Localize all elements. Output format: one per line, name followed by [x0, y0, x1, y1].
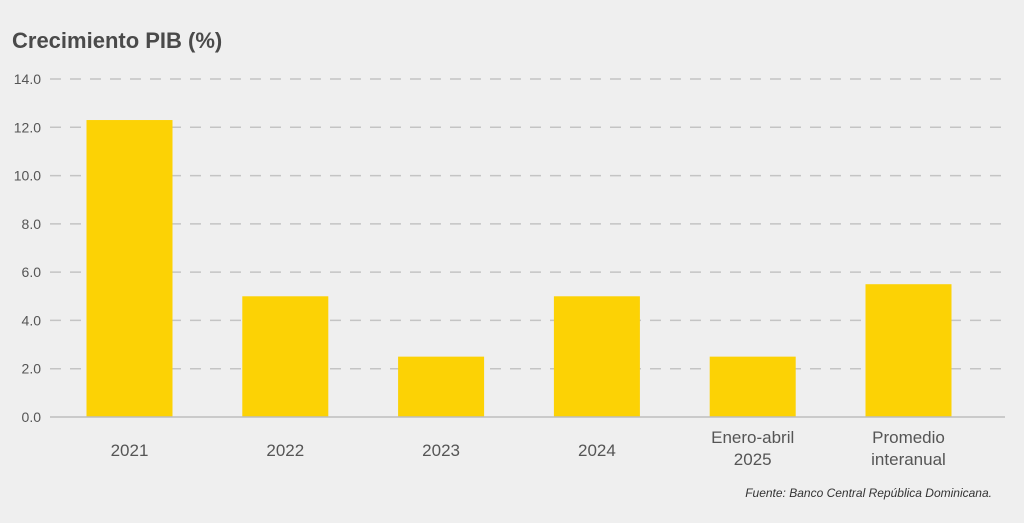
y-tick-label: 4.0 — [22, 312, 42, 328]
bar — [553, 296, 640, 417]
y-tick-label: 6.0 — [22, 264, 42, 280]
bar — [242, 296, 329, 417]
bar — [709, 356, 796, 417]
x-axis-labels: 2021 2022 2023 2024 Enero-abril 2025 Promedio i… — [111, 428, 946, 469]
x-category-label: Enero-abril — [711, 428, 794, 447]
x-category-label: 2021 — [111, 441, 149, 460]
y-tick-label: 12.0 — [14, 119, 41, 135]
gridlines — [50, 78, 1005, 370]
y-tick-label: 0.0 — [22, 409, 42, 425]
y-tick-label: 14.0 — [14, 71, 41, 87]
y-tick-label: 2.0 — [22, 361, 42, 377]
bar — [398, 356, 485, 417]
bar — [86, 120, 173, 418]
x-category-label: Promedio — [872, 428, 945, 447]
bars — [86, 120, 952, 418]
y-tick-label: 10.0 — [14, 168, 41, 184]
x-category-label: interanual — [871, 450, 946, 469]
y-axis-ticks: 0.0 2.0 4.0 6.0 8.0 10.0 12.0 14.0 — [14, 71, 41, 425]
bar — [865, 284, 952, 417]
x-category-label: 2023 — [422, 441, 460, 460]
x-category-label: 2022 — [266, 441, 304, 460]
y-tick-label: 8.0 — [22, 216, 42, 232]
chart-title: Crecimiento PIB (%) — [12, 28, 223, 53]
x-category-label: 2025 — [734, 450, 772, 469]
source-note: Fuente: Banco Central República Dominica… — [745, 486, 992, 500]
x-category-label: 2024 — [578, 441, 616, 460]
